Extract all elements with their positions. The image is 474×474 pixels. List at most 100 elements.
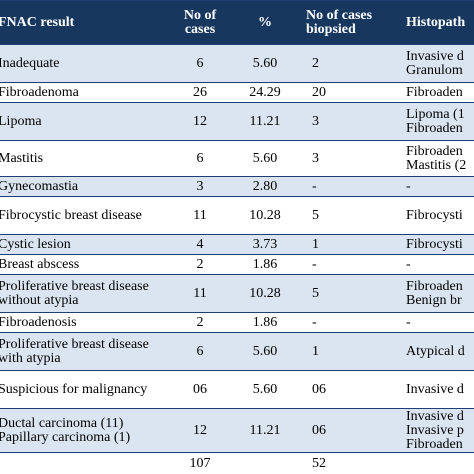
- header-cell: No of cases: [172, 0, 228, 45]
- table-cell: -: [402, 312, 474, 333]
- table-cell: Inadequate: [0, 44, 172, 83]
- table-cell: 11.21: [228, 102, 302, 141]
- table-cell: Breast abscess: [0, 254, 172, 275]
- cell-line: Fibroaden: [406, 120, 463, 136]
- table-cell: Fibrocysti: [402, 196, 474, 235]
- table-cell: Invasive d Granulom: [402, 44, 474, 83]
- table-cell: -: [302, 312, 402, 333]
- cell-line: Lipoma (1: [406, 106, 465, 122]
- table-cell: 5.60: [228, 370, 302, 409]
- header-cell: Histopath: [402, 0, 474, 45]
- table-cell: 26: [172, 82, 228, 103]
- table-cell: Cystic lesion: [0, 234, 172, 255]
- table-cell: Atypical d: [402, 332, 474, 371]
- cell-line: Mastitis (2: [406, 157, 467, 173]
- table-cell: -: [402, 176, 474, 197]
- table-cell: 3: [302, 140, 402, 177]
- cell-line: Invasive d: [406, 48, 464, 64]
- table-cell: Mastitis: [0, 140, 172, 177]
- table-cell: 2: [172, 254, 228, 275]
- table-cell: Fibrocysti: [402, 234, 474, 255]
- table-cell: 107: [172, 452, 228, 474]
- table-row: Ductal carcinoma (11) Papillary carcinom…: [0, 408, 474, 453]
- table-cell: Gynecomastia: [0, 176, 172, 197]
- table-cell: 3: [172, 176, 228, 197]
- table-cell: [0, 452, 172, 474]
- table-cell: 06: [172, 370, 228, 409]
- table-row: Suspicious for malignancy 06 5.60 06 Invasiv…: [0, 370, 474, 409]
- cell-line: Invasive p: [406, 422, 464, 438]
- table-cell: 5.60: [228, 44, 302, 83]
- table-cell: Lipoma (1 Fibroaden: [402, 102, 474, 141]
- cell-line: Invasive d: [406, 381, 464, 397]
- table-cell: 2.80: [228, 176, 302, 197]
- table-cell: -: [402, 254, 474, 275]
- header-cell: FNAC result: [0, 0, 172, 45]
- table-row: Fibroadenoma 26 24.29 20 Fibroaden: [0, 82, 474, 103]
- table-cell: 4: [172, 234, 228, 255]
- table-cell: 10.28: [228, 196, 302, 235]
- table-cell: 1.86: [228, 254, 302, 275]
- header-cell: %: [228, 0, 302, 45]
- table-row: Breast abscess 2 1.86- -: [0, 254, 474, 275]
- table-cell: 52: [302, 452, 402, 474]
- table-cell: 5: [302, 274, 402, 313]
- table-row: Proliferative breast disease with atypia…: [0, 332, 474, 371]
- table-cell: 6: [172, 140, 228, 177]
- table-cell: Proliferative breast disease without aty…: [0, 274, 172, 313]
- header-cell: No of cases biopsied: [302, 0, 402, 45]
- table-cell: 5.60: [228, 332, 302, 371]
- table-cell: Fibroaden Mastitis (2: [402, 140, 474, 177]
- cell-line: -: [406, 256, 411, 272]
- table-cell: 11: [172, 274, 228, 313]
- cell-line: -: [406, 178, 411, 194]
- table-row: Cystic lesion 4 3.73 1 Fibrocysti: [0, 234, 474, 255]
- cell-line: -: [406, 314, 411, 330]
- table-row: Gynecomastia 3 2.80- -: [0, 176, 474, 197]
- table-cell: 12: [172, 408, 228, 453]
- table-cell: Proliferative breast disease with atypia: [0, 332, 172, 371]
- cell-line: Fibroaden: [406, 278, 463, 294]
- table-cell: Fibroaden: [402, 82, 474, 103]
- table-cell: 20: [302, 82, 402, 103]
- table-cell: Ductal carcinoma (11) Papillary carcinom…: [0, 408, 172, 453]
- cell-line: Fibroaden: [406, 436, 463, 452]
- table-cell: 12: [172, 102, 228, 141]
- cell-line: Fibroaden: [406, 84, 463, 100]
- table-cell: -: [302, 254, 402, 275]
- table-cell: 06: [302, 370, 402, 409]
- cell-line: Benign br: [406, 292, 462, 308]
- table-cell: 2: [172, 312, 228, 333]
- cell-line: Granulom: [406, 62, 463, 78]
- table-cell: 6: [172, 332, 228, 371]
- cell-line: Fibroaden: [406, 143, 463, 159]
- table-cell: 5.60: [228, 140, 302, 177]
- table-cell: [402, 452, 474, 474]
- cell-line: Invasive d: [406, 408, 464, 424]
- table-cell: Invasive d: [402, 370, 474, 409]
- table-row: Lipoma 12 11.21 3 Lipoma (1 Fibroaden: [0, 102, 474, 141]
- table-cell: Invasive d Invasive p Fibroaden: [402, 408, 474, 453]
- table-row: Mastitis 6 5.60 3 Fibroaden Mastitis (2: [0, 140, 474, 177]
- table-cell: 11: [172, 196, 228, 235]
- table-cell: -: [302, 176, 402, 197]
- table-cell: 6: [172, 44, 228, 83]
- table-cell: 1: [302, 234, 402, 255]
- table-cell: 06: [302, 408, 402, 453]
- table-cell: Fibrocystic breast disease: [0, 196, 172, 235]
- table-cell: Fibroaden Benign br: [402, 274, 474, 313]
- table-cell: Fibroadenosis: [0, 312, 172, 333]
- table-cell: 3.73: [228, 234, 302, 255]
- table-cell: 1: [302, 332, 402, 371]
- table-cell: 1.86: [228, 312, 302, 333]
- table-row: Inadequate 6 5.60 2 Invasive d Granulom: [0, 44, 474, 83]
- table-cell: 2: [302, 44, 402, 83]
- table-cell: Fibroadenoma: [0, 82, 172, 103]
- table-row: Fibrocystic breast disease 11 10.28 5 Fibroc…: [0, 196, 474, 235]
- table-cell: Suspicious for malignancy: [0, 370, 172, 409]
- table-cell: 5: [302, 196, 402, 235]
- table-body: Inadequate 6 5.60 2 Invasive d Granulom Fibroa…: [0, 44, 474, 474]
